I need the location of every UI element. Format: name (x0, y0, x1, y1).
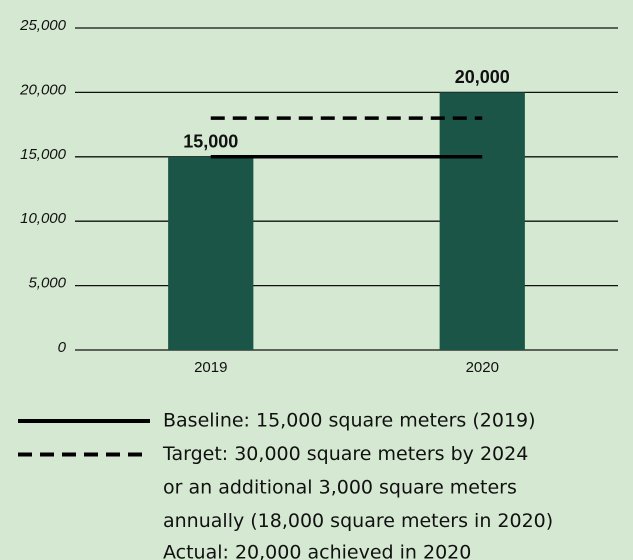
legend-label: Baseline: 15,000 square meters (2019) (163, 410, 536, 432)
y-tick-label: 5,000 (28, 275, 66, 292)
y-tick-label: 15,000 (20, 146, 67, 163)
y-tick-label: 20,000 (19, 81, 67, 98)
y-tick-label: 0 (58, 339, 67, 356)
legend-label: or an additional 3,000 square meters (163, 477, 517, 499)
value-label: 15,000 (183, 132, 238, 152)
note: Actual: 20,000 achieved in 2020 (163, 542, 471, 560)
x-tick-label: 2020 (466, 359, 499, 376)
y-tick-label: 25,000 (19, 17, 67, 34)
bar (439, 92, 525, 351)
x-tick-label: 2019 (194, 359, 227, 376)
legend-label: Target: 30,000 square meters by 2024 (162, 443, 528, 465)
y-tick-label: 10,000 (20, 210, 67, 227)
bar (168, 156, 254, 350)
legend-label: annually (18,000 square meters in 2020) (163, 510, 553, 532)
value-label: 20,000 (455, 67, 510, 87)
